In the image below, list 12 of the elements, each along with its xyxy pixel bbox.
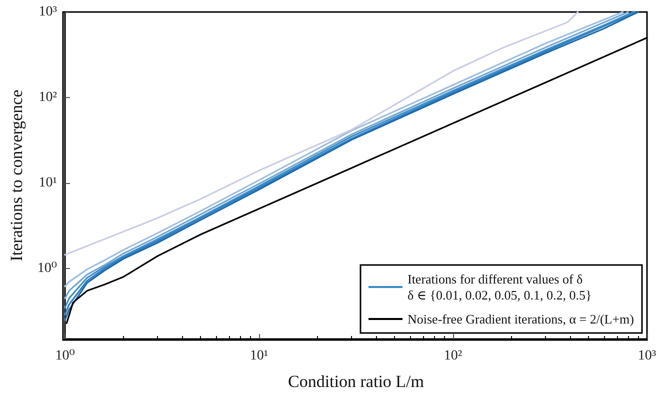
y-tick-label: 10² [38,90,57,106]
legend-label: Iterations for different values of δ δ ∈ {0.01, 0.02, 0.05, 0.1, 0.2, 0.5} [407,272,592,302]
x-tick-label: 10³ [638,348,656,364]
legend-label: Noise-free Gradient iterations, α = 2/(L+m) [407,312,634,326]
x-axis-title: Condition ratio L/m [288,372,424,391]
y-tick-label: 10⁰ [37,261,58,276]
x-tick-label: 10² [444,348,462,364]
y-tick-label: 10³ [38,4,57,20]
x-tick-label: 10¹ [250,348,268,364]
y-axis-title: Iterations to convergence [7,90,26,262]
y-tick-label: 10¹ [38,176,57,191]
x-tick-label: 10⁰ [55,348,76,364]
